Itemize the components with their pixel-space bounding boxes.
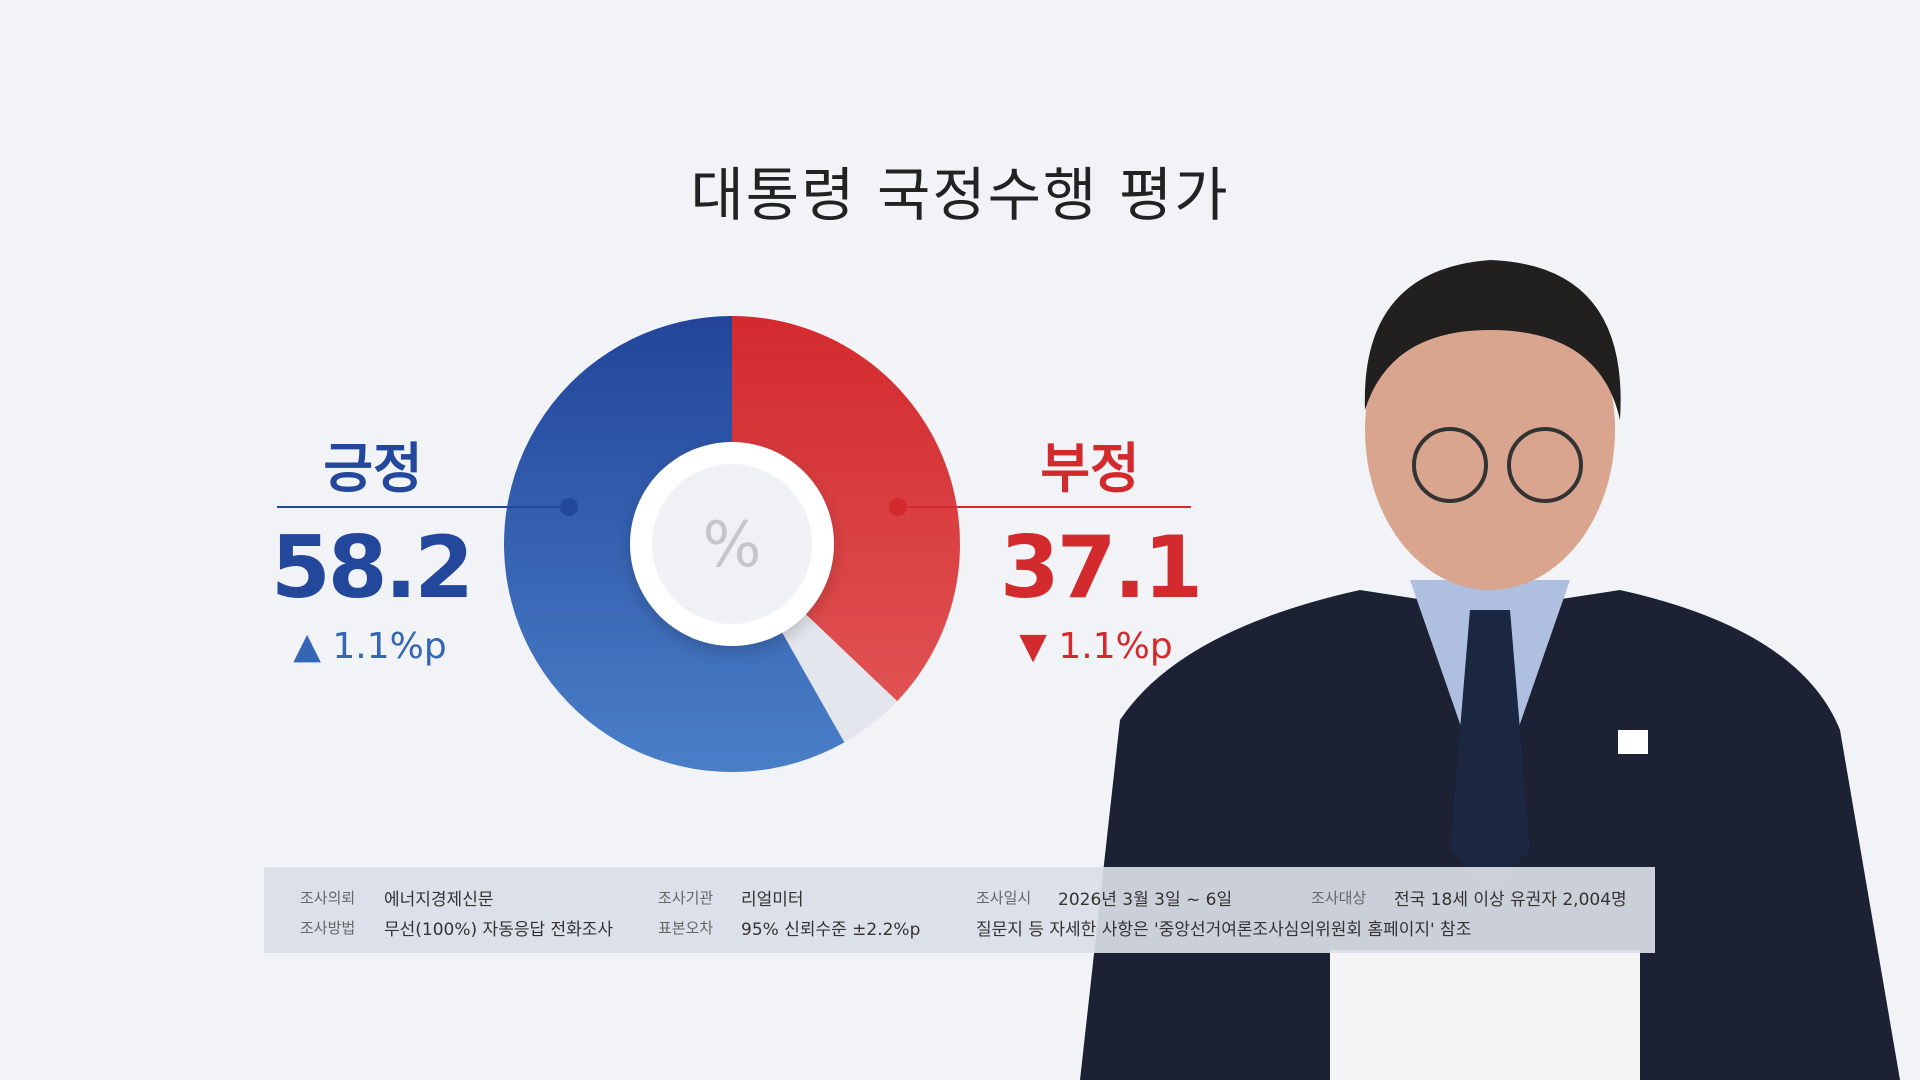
positive-dot [560, 498, 578, 516]
positive-leader-line [277, 506, 569, 508]
speaker-photo [1080, 260, 1900, 1080]
negative-change: ▼ 1.1%p [1019, 626, 1173, 667]
survey-date: 2026년 3월 3일 ~ 6일 [1058, 890, 1233, 910]
survey-method: 무선(100%) 자동응답 전화조사 [384, 920, 614, 940]
positive-value: 58.2 [270, 518, 474, 618]
negative-leader-line [898, 506, 1191, 508]
slice-negative [732, 316, 960, 702]
donut-chart: % [504, 316, 960, 772]
survey-agency: 리얼미터 [741, 890, 804, 910]
negative-dot [889, 498, 907, 516]
survey-info-footer: 조사의뢰 에너지경제신문 조사기관 리얼미터 조사일시 2026년 3월 3일 … [264, 867, 1655, 953]
survey-error: 95% 신뢰수준 ±2.2%p [741, 920, 921, 940]
positive-label: 긍정 [323, 437, 423, 500]
page-title: 대통령 국정수행 평가 [690, 161, 1230, 229]
survey-client: 에너지경제신문 [384, 890, 494, 910]
negative-label: 부정 [1040, 437, 1140, 500]
up-triangle-icon: ▲ [293, 626, 321, 667]
center-label: % [703, 508, 762, 581]
slice-positive [504, 316, 845, 772]
survey-note: 질문지 등 자세한 사항은 '중앙선거여론조사심의위원회 홈페이지' 참조 [976, 920, 1472, 940]
negative-value: 37.1 [999, 518, 1203, 618]
positive-change: ▲ 1.1%p [293, 626, 447, 667]
down-triangle-icon: ▼ [1019, 626, 1047, 667]
survey-target: 전국 18세 이상 유권자 2,004명 [1394, 890, 1627, 910]
